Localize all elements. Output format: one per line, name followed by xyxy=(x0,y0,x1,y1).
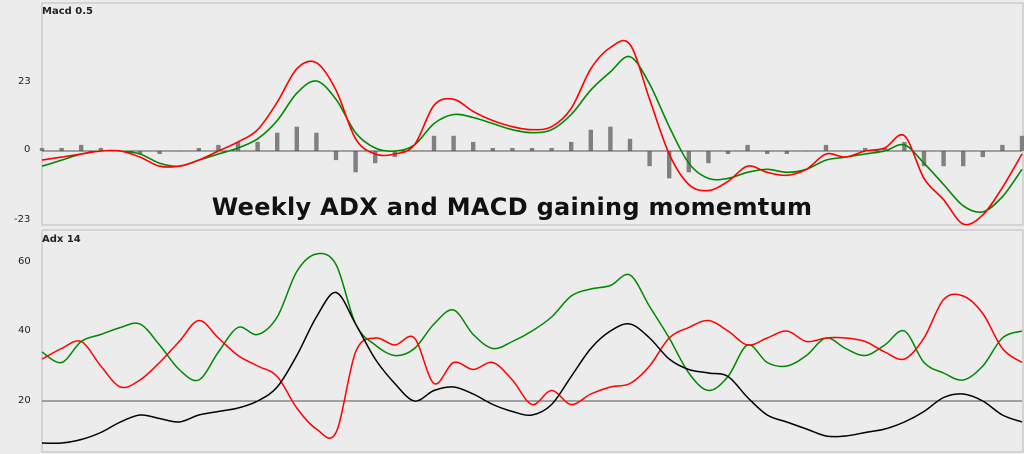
macd-histogram-bar xyxy=(59,148,64,151)
macd-histogram-bar xyxy=(333,151,339,161)
adx-y-tick-label: 60 xyxy=(18,256,31,267)
adx-y-tick-label: 20 xyxy=(18,395,31,406)
macd-histogram-bar xyxy=(823,144,829,151)
adx-line xyxy=(41,291,1023,445)
macd-histogram-bar xyxy=(137,151,143,154)
macd-chart xyxy=(39,2,1024,226)
macd-histogram xyxy=(39,126,1024,179)
macd-histogram-bar xyxy=(79,144,84,151)
plus-di-line xyxy=(41,252,1023,392)
macd-histogram-bar xyxy=(765,151,770,154)
macd-histogram-bar xyxy=(745,144,750,151)
macd-y-tick-label: 23 xyxy=(18,76,31,87)
macd-histogram-bar xyxy=(275,132,280,151)
macd-histogram-bar xyxy=(686,151,691,173)
macd-histogram-bar xyxy=(725,151,731,154)
macd-histogram-bar xyxy=(961,151,966,167)
macd-histogram-bar xyxy=(902,141,907,151)
macd-histogram-bar xyxy=(941,151,946,167)
macd-histogram-bar xyxy=(608,126,613,151)
macd-histogram-bar xyxy=(196,148,201,151)
macd-histogram-bar xyxy=(373,151,378,164)
adx-chart xyxy=(41,229,1024,453)
macd-histogram-bar xyxy=(569,141,574,151)
macd-histogram-bar xyxy=(451,135,456,151)
chart-headline: Weekly ADX and MACD gaining momemtum xyxy=(211,193,813,221)
macd-histogram-bar xyxy=(235,141,241,151)
macd-line xyxy=(41,39,1023,226)
macd-y-tick-label: -23 xyxy=(14,214,31,225)
macd-histogram-bar xyxy=(921,151,927,167)
macd-histogram-bar xyxy=(157,151,162,154)
macd-histogram-bar xyxy=(1000,144,1005,151)
macd-histogram-bar xyxy=(490,148,495,151)
macd-histogram-bar xyxy=(588,129,593,151)
macd-histogram-bar xyxy=(510,148,515,151)
macd-histogram-bar xyxy=(471,141,476,151)
adx-panel-title: Adx 14 xyxy=(42,234,81,245)
macd-histogram-bar xyxy=(353,151,358,173)
macd-histogram-bar xyxy=(431,135,437,151)
macd-plot-frame xyxy=(41,2,1024,226)
macd-histogram-bar xyxy=(980,151,985,158)
macd-panel-title: Macd 0.5 xyxy=(42,6,93,17)
macd-histogram-bar xyxy=(98,148,103,151)
macd-histogram-bar xyxy=(1019,135,1024,151)
macd-histogram-bar xyxy=(627,138,633,151)
adx-panel: Adx 14 60 40 20 xyxy=(0,228,1024,454)
macd-histogram-bar xyxy=(294,126,299,151)
macd-histogram-bar xyxy=(863,148,868,151)
minus-di-line xyxy=(41,293,1023,439)
macd-histogram-bar xyxy=(255,141,260,151)
macd-histogram-bar xyxy=(314,132,319,151)
macd-panel: Macd 0.5 23 0 -23 xyxy=(14,2,1024,226)
macd-histogram-bar xyxy=(706,151,711,164)
macd-y-tick-label: 0 xyxy=(24,144,31,155)
macd-histogram-bar xyxy=(667,151,672,179)
macd-histogram-bar xyxy=(529,148,535,151)
adx-y-tick-label: 40 xyxy=(18,325,31,336)
macd-histogram-bar xyxy=(216,144,221,151)
macd-histogram-bar xyxy=(647,151,652,167)
macd-histogram-bar xyxy=(882,148,887,151)
macd-histogram-bar xyxy=(549,148,554,151)
macd-histogram-bar xyxy=(39,148,45,151)
macd-histogram-bar xyxy=(784,151,789,154)
